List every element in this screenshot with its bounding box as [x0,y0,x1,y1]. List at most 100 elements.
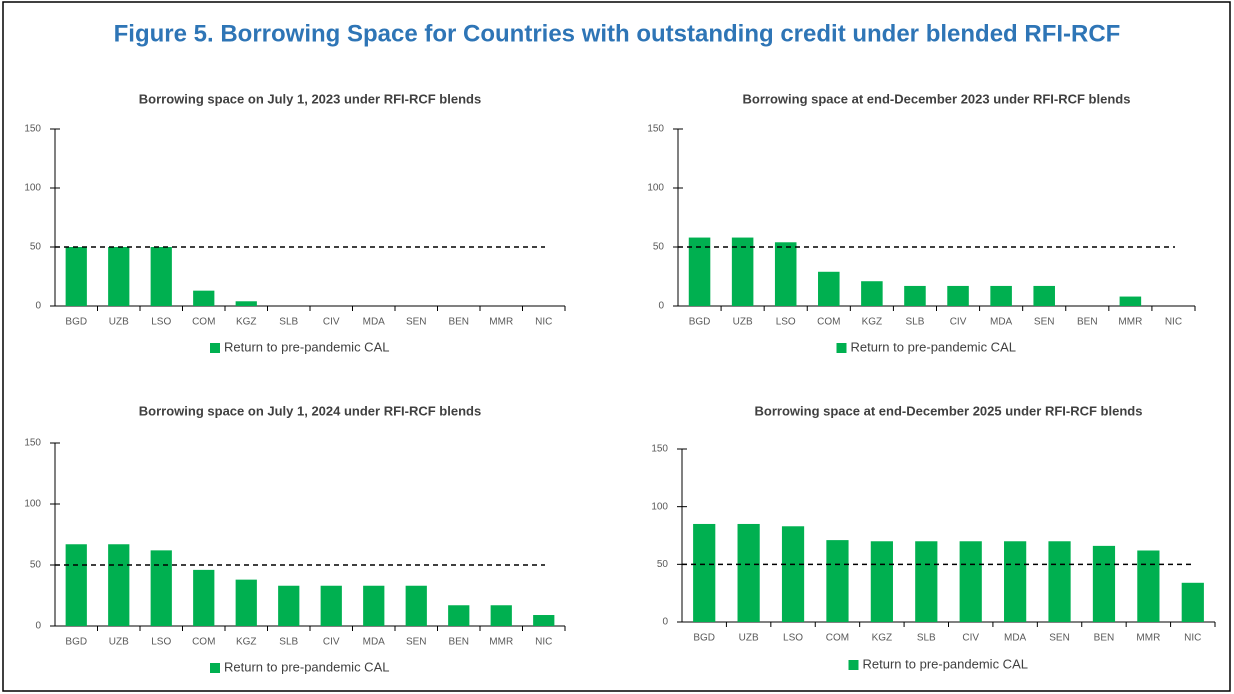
x-tick-label: UZB [733,317,753,328]
bar [731,237,754,306]
bar [959,541,982,622]
x-tick-label: LSO [151,317,171,328]
bar [448,605,470,626]
bar [1137,550,1160,622]
x-tick-label: BGD [689,317,711,328]
x-tick-label: UZB [109,317,129,328]
bar [915,541,938,622]
x-tick-label: MDA [363,637,386,648]
y-tick-label: 100 [647,183,664,194]
x-tick-label: UZB [739,633,759,644]
x-tick-label: BGD [65,637,87,648]
x-tick-label: MDA [1004,633,1027,644]
x-tick-label: UZB [109,637,129,648]
x-tick-label: NIC [535,317,552,328]
bar [904,285,926,306]
y-tick-label: 100 [24,183,41,194]
x-tick-label: SEN [1034,317,1055,328]
bar [533,615,555,626]
bar [1004,541,1027,622]
bar [150,247,172,306]
bar [65,544,87,626]
figure-title: Figure 5. Borrowing Space for Countries … [114,20,1121,47]
legend-swatch [848,660,859,670]
y-tick-label: 100 [24,499,41,510]
x-tick-label: BEN [1077,317,1098,328]
y-tick-label: 150 [651,444,668,455]
chart-title: Borrowing space on July 1, 2023 under RF… [139,91,481,106]
x-tick-label: CIV [323,317,340,328]
y-tick-label: 50 [653,242,665,253]
bar [405,585,427,626]
legend-swatch [210,663,220,673]
bar [363,585,385,626]
bar [737,523,760,622]
bar [818,271,840,306]
bar [108,544,130,626]
x-tick-label: BEN [448,317,469,328]
x-tick-label: KGZ [872,633,893,644]
bar [320,585,342,626]
legend-label: Return to pre-pandemic CAL [224,659,389,674]
bar [108,247,130,306]
bar [774,242,797,306]
x-tick-label: SEN [406,317,427,328]
x-tick-label: CIV [962,633,979,644]
x-tick-label: SLB [906,317,925,328]
x-tick-label: LSO [783,633,803,644]
bar [1048,541,1071,622]
bar [781,526,805,622]
bar [278,585,300,626]
chart-title: Borrowing space on July 1, 2024 under RF… [139,403,481,418]
bar [1119,296,1142,306]
y-tick-label: 0 [35,301,41,312]
bar [235,301,257,306]
x-tick-label: MDA [990,317,1013,328]
legend-swatch [836,343,847,353]
y-tick-label: 50 [30,242,42,253]
bar [693,523,716,622]
x-tick-label: NIC [535,637,552,648]
x-tick-label: COM [192,317,215,328]
x-tick-label: NIC [1184,633,1201,644]
legend-label: Return to pre-pandemic CAL [224,339,389,354]
x-tick-label: COM [826,633,849,644]
y-tick-label: 0 [662,617,668,628]
bar [990,285,1012,306]
bar [1181,582,1204,622]
x-tick-label: MMR [1136,633,1160,644]
bar [65,247,87,306]
y-tick-label: 150 [24,438,41,449]
x-tick-label: SEN [1049,633,1070,644]
bar [193,290,215,306]
x-tick-label: SLB [279,637,298,648]
x-tick-label: COM [192,637,215,648]
y-tick-label: 150 [647,124,664,135]
x-tick-label: SEN [406,637,427,648]
bar [150,550,172,626]
bar [861,281,883,306]
x-tick-label: MMR [489,317,513,328]
x-tick-label: MMR [1118,317,1142,328]
y-tick-label: 50 [30,560,42,571]
x-tick-label: SLB [279,317,298,328]
x-tick-label: LSO [776,317,796,328]
y-tick-label: 100 [651,501,668,512]
bar [235,579,257,626]
x-tick-label: BEN [1094,633,1115,644]
legend-label: Return to pre-pandemic CAL [851,339,1016,354]
x-tick-label: COM [817,317,840,328]
x-tick-label: KGZ [236,317,257,328]
x-tick-label: LSO [151,637,171,648]
x-tick-label: KGZ [862,317,883,328]
x-tick-label: SLB [917,633,936,644]
x-tick-label: BEN [448,637,469,648]
y-tick-label: 50 [657,559,669,570]
legend-swatch [210,343,220,353]
bar [1033,285,1055,306]
x-tick-label: BGD [693,633,715,644]
bar [193,569,215,626]
x-tick-label: MMR [489,637,513,648]
